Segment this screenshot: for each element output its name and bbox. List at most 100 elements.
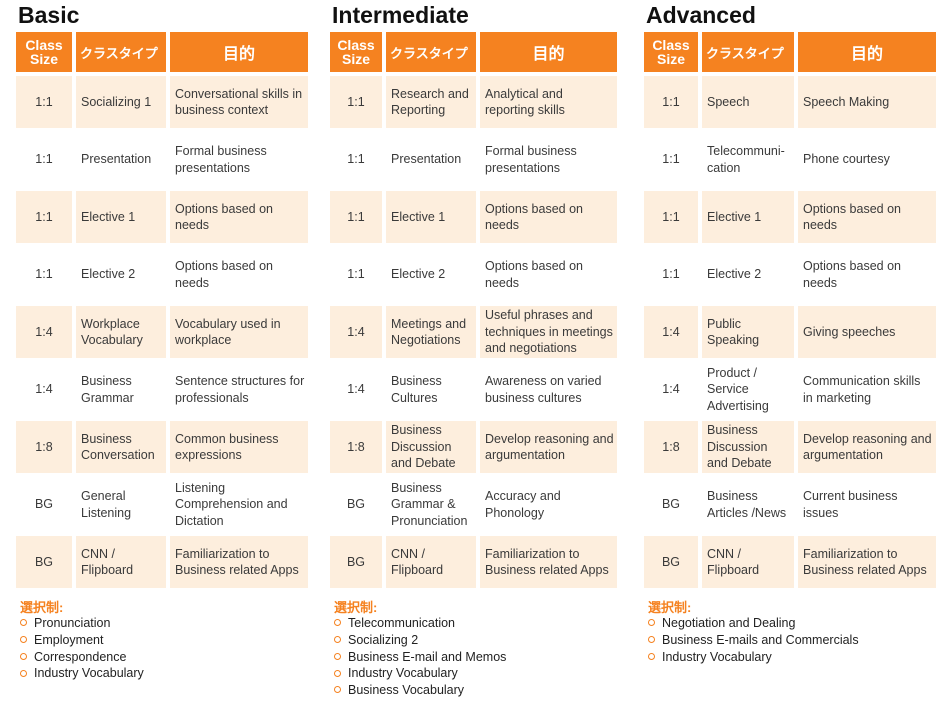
column-basic: Basic Class Size クラスタイプ 目的 1:1 Socializing 1 C… xyxy=(16,0,308,706)
class-type-cell: Elective 1 xyxy=(702,191,794,243)
class-size-text: 1:4 xyxy=(35,382,53,397)
class-type-text: Elective 1 xyxy=(81,209,136,224)
elective-item: Industry Vocabulary xyxy=(648,649,859,666)
purpose-cell: Listening Comprehension and Dictation xyxy=(170,479,308,531)
class-type-cell: Research and Reporting xyxy=(386,76,476,128)
purpose-cell: Useful phrases and techniques in meeting… xyxy=(480,306,617,358)
elective-item-label: Telecommunication xyxy=(348,616,455,630)
purpose-text: Conversational skills in business contex… xyxy=(175,86,303,118)
elective-item: Pronunciation xyxy=(20,615,144,632)
class-size-cell: 1:4 xyxy=(330,364,382,416)
bullet-icon xyxy=(20,652,27,660)
class-size-cell: 1:1 xyxy=(644,76,698,128)
elective-item: Telecommunication xyxy=(334,615,506,632)
class-type-cell: Business Cultures xyxy=(386,364,476,416)
header-class-size: Class Size xyxy=(330,32,382,72)
class-type-cell: Public Speaking xyxy=(702,306,794,358)
purpose-text: Familiarization to Business related Apps xyxy=(803,546,927,578)
class-size-text: 1:4 xyxy=(347,382,365,397)
elective-label: 選択制: xyxy=(334,600,378,615)
class-size-cell: 1:1 xyxy=(16,76,72,128)
class-type-text: CNN / Flipboard xyxy=(81,546,134,578)
purpose-text: Vocabulary used in workplace xyxy=(175,316,281,348)
column-intermediate: Intermediate Class Size クラスタイプ 目的 1:1 Researc… xyxy=(330,0,617,706)
bullet-icon xyxy=(334,652,341,660)
class-size-text: BG xyxy=(661,497,681,512)
class-type-text: Elective 2 xyxy=(81,267,136,282)
elective-item-label: Business E-mail and Memos xyxy=(348,649,507,664)
purpose-cell: Options based on needs xyxy=(480,191,617,243)
class-size-cell: 1:8 xyxy=(16,421,72,473)
class-type-text: Business Articles /News xyxy=(707,489,787,520)
class-type-text: Business Discussion and Debate xyxy=(391,423,456,471)
purpose-text: Useful phrases and techniques in meeting… xyxy=(485,308,613,356)
purpose-text: Formal business presentations xyxy=(175,144,267,175)
bullet-icon xyxy=(648,636,655,643)
class-type-cell: Product / Service Advertising xyxy=(702,364,794,416)
header-class-type: クラスタイプ xyxy=(76,32,166,72)
purpose-text: Options based on needs xyxy=(175,259,273,290)
class-type-text: Research and Reporting xyxy=(391,86,469,118)
column-title: Intermediate xyxy=(332,2,469,28)
class-size-text: 1:4 xyxy=(662,324,680,339)
elective-item-label: Correspondence xyxy=(34,649,127,664)
elective-item: Business E-mail and Memos xyxy=(334,649,506,666)
header-class-type: クラスタイプ xyxy=(702,32,794,72)
elective-item: Industry Vocabulary xyxy=(334,665,506,682)
class-size-cell: BG xyxy=(16,536,72,588)
class-size-text: 1:1 xyxy=(35,94,53,109)
purpose-cell: Sentence structures for professionals xyxy=(170,364,308,416)
class-type-cell: Business Grammar & Pronunciation xyxy=(386,479,476,531)
bullet-icon xyxy=(648,652,655,660)
purpose-text: Familiarization to Business related Apps xyxy=(175,546,299,578)
header-class-type-label: クラスタイプ xyxy=(390,45,468,61)
class-size-text: 1:1 xyxy=(662,209,680,224)
class-size-text: BG xyxy=(346,554,366,569)
class-type-text: Public Speaking xyxy=(707,316,760,348)
class-size-cell: 1:8 xyxy=(330,421,382,473)
bullet-icon xyxy=(334,619,341,627)
class-size-cell: BG xyxy=(644,479,698,531)
class-type-cell: General Listening xyxy=(76,479,166,531)
class-type-text: Elective 1 xyxy=(391,209,446,224)
class-type-cell: Presentation xyxy=(386,134,476,186)
purpose-cell: Options based on needs xyxy=(798,191,936,243)
class-type-text: Presentation xyxy=(391,152,462,167)
header-class-type-label: クラスタイプ xyxy=(706,45,784,61)
bullet-icon xyxy=(334,636,341,643)
class-type-cell: Elective 1 xyxy=(386,191,476,243)
purpose-text: Options based on needs xyxy=(803,259,901,290)
purpose-cell: Phone courtesy xyxy=(798,134,936,186)
header-purpose: 目的 xyxy=(480,32,617,72)
purpose-cell: Accuracy and Phonology xyxy=(480,479,617,531)
class-type-cell: Elective 1 xyxy=(76,191,166,243)
purpose-text: Formal business presentations xyxy=(485,144,577,175)
purpose-text: Accuracy and Phonology xyxy=(485,489,561,520)
purpose-cell: Current business issues xyxy=(798,479,936,531)
header-purpose-label: 目的 xyxy=(222,46,255,63)
class-size-text: BG xyxy=(34,497,54,512)
class-type-text: Business Discussion and Debate xyxy=(707,423,772,471)
elective-list: 選択制: Telecommunication Socializing 2 Busine… xyxy=(334,597,506,699)
class-size-cell: 1:4 xyxy=(330,306,382,358)
purpose-text: Common business expressions xyxy=(175,431,279,463)
class-size-text: 1:1 xyxy=(662,152,680,167)
class-type-text: Business Grammar xyxy=(81,374,134,405)
purpose-cell: Familiarization to Business related Apps xyxy=(480,536,617,588)
elective-item: Negotiation and Dealing xyxy=(648,615,859,632)
class-size-text: 1:4 xyxy=(35,324,53,339)
class-size-text: 1:1 xyxy=(347,152,365,167)
class-size-cell: 1:1 xyxy=(330,249,382,301)
column-title: Basic xyxy=(18,2,80,28)
purpose-text: Analytical and reporting skills xyxy=(485,86,565,118)
purpose-text: Current business issues xyxy=(803,489,898,520)
header-class-size: Class Size xyxy=(644,32,698,72)
purpose-text: Familiarization to Business related Apps xyxy=(485,546,609,578)
elective-item-label: Industry Vocabulary xyxy=(34,666,144,681)
class-size-text: 1:4 xyxy=(347,324,365,339)
class-type-cell: Business Grammar xyxy=(76,364,166,416)
class-size-text: 1:1 xyxy=(347,267,365,282)
purpose-text: Awareness on varied business cultures xyxy=(485,374,602,405)
class-type-text: Presentation xyxy=(81,152,152,167)
class-size-text: 1:1 xyxy=(662,94,680,109)
